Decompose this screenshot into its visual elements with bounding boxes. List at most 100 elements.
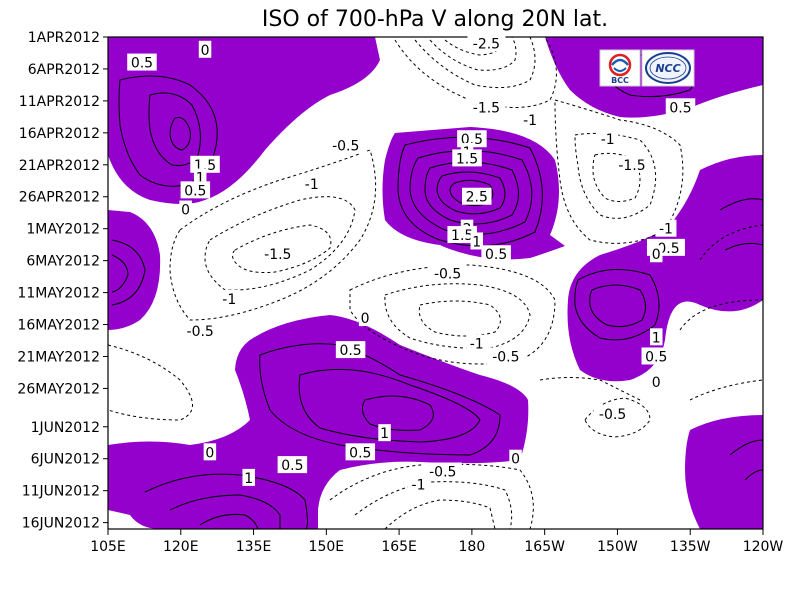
contour-label-text: 0 xyxy=(205,445,214,461)
contour-label: 0.5 xyxy=(277,456,308,474)
contour-label-box xyxy=(597,130,619,148)
contour-label-box xyxy=(358,309,372,327)
contour-line xyxy=(424,161,519,225)
contour-label-text: -1 xyxy=(470,337,484,353)
contour-label: 1.5 xyxy=(452,149,482,167)
y-tick-label: 1APR2012 xyxy=(28,30,100,46)
contour-label-text: 1 xyxy=(380,426,389,442)
contour-line xyxy=(144,473,308,529)
contour-line xyxy=(449,179,494,206)
shaded-regions xyxy=(108,37,763,529)
contour-line xyxy=(679,299,763,331)
contour-label: 0 xyxy=(358,309,372,327)
contour-label: -1 xyxy=(519,111,541,129)
contour-label-text: 0 xyxy=(201,43,210,59)
contour-line xyxy=(232,224,332,273)
contour-label-text: -1 xyxy=(305,177,319,193)
contour-label-box xyxy=(193,168,207,186)
contour-label: -0.5 xyxy=(181,321,220,340)
contour-label: 0.5 xyxy=(345,443,376,461)
contour-line xyxy=(429,37,517,71)
contour-label-box xyxy=(593,404,632,422)
contour-label-text: 1 xyxy=(472,234,481,250)
contour-label-box xyxy=(641,347,672,365)
contour-label-text: 0 xyxy=(361,311,370,327)
contour-line xyxy=(169,149,377,321)
contour-label-text: 0 xyxy=(652,375,661,391)
contour-label-text: 0 xyxy=(652,247,661,263)
contour-label-box xyxy=(461,187,492,205)
contour-label: 1 xyxy=(242,468,255,487)
contour-label: 2.5 xyxy=(461,187,492,206)
contour-label-box xyxy=(190,155,220,173)
contour-label-box xyxy=(428,264,467,282)
contour-label-box xyxy=(470,232,483,250)
contour-label-box xyxy=(335,341,366,359)
contour-label-box xyxy=(509,449,522,467)
contour-line xyxy=(724,242,763,251)
plot-frame xyxy=(107,36,764,530)
contour-label-box xyxy=(650,328,663,346)
y-tick-label: 6MAY2012 xyxy=(26,254,100,270)
contour-label: 1 xyxy=(378,424,391,442)
y-tick-label: 1MAY2012 xyxy=(26,222,100,238)
ncc-logo-text: NCC xyxy=(655,62,680,75)
contour-label-box xyxy=(519,111,541,129)
contour-line xyxy=(384,283,531,349)
contour-line xyxy=(169,117,191,151)
contour-label: -1 xyxy=(408,475,430,493)
contour-line xyxy=(111,239,146,306)
contour-label-text: -2.5 xyxy=(473,36,500,52)
contour-labels: 00.51.510.50-0.5-1-1.5-1-0.5-2.5-1.5-10.… xyxy=(127,34,696,493)
contour-label-box xyxy=(665,98,696,116)
contour-line xyxy=(199,514,259,529)
contour-label-box xyxy=(650,373,663,391)
x-tick-label: 105E xyxy=(90,539,126,555)
contour-label: -0.5 xyxy=(423,462,462,480)
y-tick-label: 6APR2012 xyxy=(28,62,100,78)
contour-label: 0 xyxy=(179,200,192,219)
contour-line xyxy=(539,377,641,401)
contour-line xyxy=(418,300,501,337)
contour-line xyxy=(108,344,193,421)
contour-label: 0.5 xyxy=(481,245,511,263)
y-tick-label: 16MAY2012 xyxy=(17,318,100,334)
contour-line xyxy=(589,284,646,328)
contour-line xyxy=(436,171,506,215)
y-tick-label: 21MAY2012 xyxy=(17,349,100,365)
contour-label: -1 xyxy=(597,130,619,148)
negative-contours xyxy=(108,37,763,529)
contour-label-box xyxy=(345,443,376,461)
contour-label: 0 xyxy=(203,443,217,461)
contour-line xyxy=(111,254,129,293)
contour-label: 0.5 xyxy=(665,98,696,116)
contour-line xyxy=(574,269,660,341)
contour-label-box xyxy=(481,245,511,263)
contour-label-text: -1 xyxy=(412,477,426,493)
contour-label-box xyxy=(218,289,240,307)
contour-label: -0.5 xyxy=(428,264,467,282)
contour-label: 0.5 xyxy=(335,341,366,359)
y-tick-label: 1JUN2012 xyxy=(31,420,100,436)
contour-line xyxy=(689,379,763,401)
contour-label: -1.5 xyxy=(258,245,297,263)
contour-label: 1 xyxy=(650,328,663,346)
contour-line xyxy=(574,132,657,219)
contour-label-box xyxy=(301,174,323,192)
contour-label: -1.5 xyxy=(467,98,506,116)
contour-label-box xyxy=(613,155,651,173)
contour-label-box xyxy=(326,136,365,154)
contour-label-box xyxy=(457,130,487,148)
contour-label-text: 1 xyxy=(244,471,253,487)
contour-label-box xyxy=(277,456,308,474)
contour-line xyxy=(329,463,534,529)
contour-label-box xyxy=(467,98,506,116)
contour-label-text: 0.5 xyxy=(281,458,303,474)
contour-label: 1 xyxy=(470,232,483,250)
contour-label: -2.5 xyxy=(467,34,506,52)
x-tick-label: 150W xyxy=(597,539,638,555)
contour-label-text: -1 xyxy=(601,132,615,148)
contour-label-text: 0 xyxy=(511,452,520,468)
contour-label-box xyxy=(655,219,677,237)
contour-label: -1 xyxy=(218,289,240,308)
